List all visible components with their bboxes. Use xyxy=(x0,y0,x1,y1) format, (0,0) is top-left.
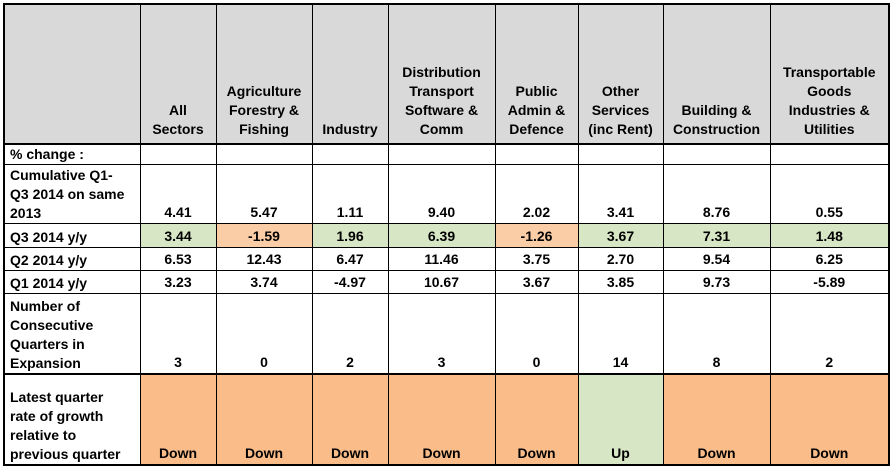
value-cell: Down xyxy=(215,372,313,465)
value-cell xyxy=(139,143,217,165)
value-cell: Down xyxy=(139,372,217,465)
value-cell: Down xyxy=(662,372,771,465)
header-row: All Sectors Agriculture Forestry & Fishi… xyxy=(3,3,890,145)
value-cell: 9.73 xyxy=(662,270,771,294)
value-cell: 5.47 xyxy=(215,164,313,224)
value-cell: Down xyxy=(387,372,496,465)
value-cell xyxy=(311,143,389,165)
value-cell: 3.44 xyxy=(139,223,217,248)
row-label-q2-2014-yoy: Q2 2014 y/y xyxy=(3,247,141,271)
col-header-agriculture-forestry-fishing: Agriculture Forestry & Fishing xyxy=(215,3,313,145)
value-cell: 6.25 xyxy=(769,247,890,271)
col-header-public-admin-defence: Public Admin & Defence xyxy=(494,3,579,145)
col-header-building-construction: Building & Construction xyxy=(662,3,771,145)
value-cell xyxy=(215,143,313,165)
value-cell: 9.40 xyxy=(387,164,496,224)
value-cell: 2 xyxy=(311,293,389,374)
value-cell xyxy=(662,143,771,165)
value-cell: 3.23 xyxy=(139,270,217,294)
value-cell: 2.70 xyxy=(577,247,664,271)
value-cell: 8.76 xyxy=(662,164,771,224)
value-cell: 0 xyxy=(494,293,579,374)
value-cell: 3.85 xyxy=(577,270,664,294)
value-cell: 9.54 xyxy=(662,247,771,271)
row-label-pct-change: % change : xyxy=(3,143,141,165)
value-cell: 4.41 xyxy=(139,164,217,224)
value-cell: 1.48 xyxy=(769,223,890,248)
value-cell: 14 xyxy=(577,293,664,374)
table-row: Cumulative Q1- Q3 2014 on same 2013 4.41… xyxy=(3,164,890,224)
value-cell: -4.97 xyxy=(311,270,389,294)
col-header-all-sectors: All Sectors xyxy=(139,3,217,145)
row-label-consecutive-quarters-expansion: Number of Consecutive Quarters in Expans… xyxy=(3,293,141,374)
value-cell: 0.55 xyxy=(769,164,890,224)
value-cell: 11.46 xyxy=(387,247,496,271)
col-header-transportable-goods-industries-utilities: Transportable Goods Industries & Utiliti… xyxy=(769,3,890,145)
value-cell: 6.53 xyxy=(139,247,217,271)
value-cell: 3 xyxy=(387,293,496,374)
table-row: Number of Consecutive Quarters in Expans… xyxy=(3,293,890,374)
col-header-distribution-transport-software-comm: Distribution Transport Software & Comm xyxy=(387,3,496,145)
table-row: % change : xyxy=(3,143,890,165)
value-cell: 7.31 xyxy=(662,223,771,248)
row-label-latest-quarter-direction: Latest quarter rate of growth relative t… xyxy=(3,372,141,465)
corner-cell xyxy=(3,3,141,145)
value-cell: 10.67 xyxy=(387,270,496,294)
value-cell: -1.26 xyxy=(494,223,579,248)
value-cell: -1.59 xyxy=(215,223,313,248)
value-cell: 1.11 xyxy=(311,164,389,224)
col-header-other-services-inc-rent: Other Services (inc Rent) xyxy=(577,3,664,145)
row-label-cumulative-q1-q3-2014: Cumulative Q1- Q3 2014 on same 2013 xyxy=(3,164,141,224)
value-cell: 0 xyxy=(215,293,313,374)
table-row-q3-2014: Q3 2014 y/y 3.44 -1.59 1.96 6.39 -1.26 3… xyxy=(3,223,890,248)
value-cell: 8 xyxy=(662,293,771,374)
value-cell: 3.75 xyxy=(494,247,579,271)
value-cell xyxy=(577,143,664,165)
value-cell: 3.41 xyxy=(577,164,664,224)
value-cell: Down xyxy=(494,372,579,465)
value-cell: 3.67 xyxy=(494,270,579,294)
value-cell xyxy=(494,143,579,165)
value-cell: 6.39 xyxy=(387,223,496,248)
value-cell: 3 xyxy=(139,293,217,374)
table-row-latest-quarter-direction: Latest quarter rate of growth relative t… xyxy=(3,372,890,465)
value-cell: 2.02 xyxy=(494,164,579,224)
value-cell: 2 xyxy=(769,293,890,374)
value-cell: Down xyxy=(769,372,890,465)
data-table: All Sectors Agriculture Forestry & Fishi… xyxy=(3,3,890,466)
value-cell: -5.89 xyxy=(769,270,890,294)
row-label-q3-2014-yoy: Q3 2014 y/y xyxy=(3,223,141,248)
value-cell: 3.74 xyxy=(215,270,313,294)
value-cell: 6.47 xyxy=(311,247,389,271)
value-cell: 12.43 xyxy=(215,247,313,271)
table-row: Q2 2014 y/y 6.53 12.43 6.47 11.46 3.75 2… xyxy=(3,247,890,271)
col-header-industry: Industry xyxy=(311,3,389,145)
value-cell: Down xyxy=(311,372,389,465)
value-cell xyxy=(769,143,890,165)
value-cell xyxy=(387,143,496,165)
value-cell: 3.67 xyxy=(577,223,664,248)
table-row: Q1 2014 y/y 3.23 3.74 -4.97 10.67 3.67 3… xyxy=(3,270,890,294)
value-cell: 1.96 xyxy=(311,223,389,248)
value-cell: Up xyxy=(577,372,664,465)
row-label-q1-2014-yoy: Q1 2014 y/y xyxy=(3,270,141,294)
